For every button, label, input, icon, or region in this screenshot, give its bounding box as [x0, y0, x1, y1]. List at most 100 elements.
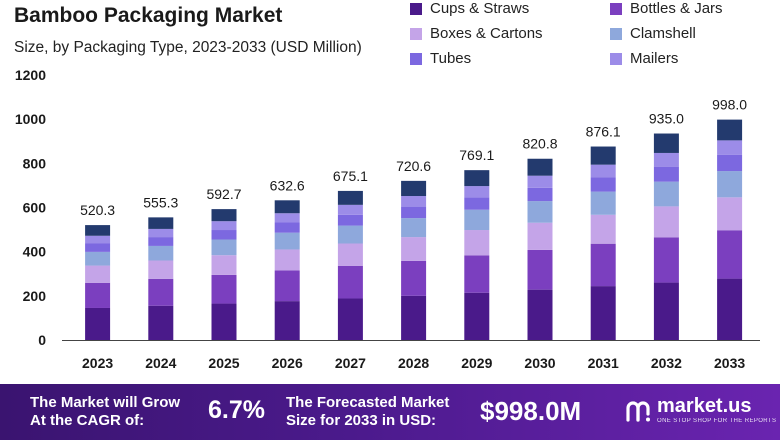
bar-segment [653, 152, 679, 167]
legend-label: Bottles & Jars [630, 0, 723, 17]
bar-segment [464, 255, 490, 293]
x-tick-label: 2033 [714, 355, 745, 371]
bar-segment [274, 213, 300, 223]
bar-segment [527, 222, 553, 250]
bar-segment [527, 201, 553, 223]
legend-label: Clamshell [630, 25, 696, 42]
bar-segment [717, 197, 743, 231]
bar-segment [274, 222, 300, 233]
bar-segment [653, 181, 679, 207]
chart-subtitle: Size, by Packaging Type, 2023-2033 (USD … [14, 39, 362, 56]
legend-swatch [410, 52, 422, 65]
bar-segment [527, 187, 553, 202]
bar-segment [148, 228, 174, 238]
bar-segment [211, 303, 237, 340]
bar-segment [148, 217, 174, 229]
bar-segment [653, 206, 679, 238]
legend-item-boxes-cartons: Boxes & Cartons [410, 25, 543, 42]
legend-label: Mailers [630, 50, 679, 67]
x-tick-label: 2023 [82, 355, 113, 371]
bar-segment [401, 196, 427, 207]
bar-segment [337, 225, 363, 244]
bar-total-label: 520.3 [80, 202, 115, 218]
bar-segment [148, 245, 174, 261]
bar-segment [653, 133, 679, 153]
legend-item-mailers: Mailers [610, 50, 678, 67]
bar-segment [401, 218, 427, 238]
brand-name: market.us [657, 395, 752, 417]
bar-segment [590, 146, 616, 165]
y-tick-label: 1200 [15, 67, 46, 83]
bar-segment [274, 249, 300, 271]
bar-total-label: 555.3 [143, 194, 178, 210]
bar-segment [653, 282, 679, 340]
forecast-caption: The Forecasted Market Size for 2033 in U… [286, 394, 449, 430]
bar-segment [274, 232, 300, 250]
bar-segment [717, 230, 743, 279]
bar-segment [464, 197, 490, 210]
y-tick-label: 0 [38, 332, 46, 348]
bar-segment [527, 249, 553, 290]
bar-segment [85, 282, 111, 308]
footer-banner: The Market will Grow At the CAGR of: 6.7… [0, 384, 780, 440]
x-tick-label: 2031 [588, 355, 619, 371]
cagr-value: 6.7% [208, 396, 265, 424]
stacked-bar-chart: 0 200 400 600 800 1000 1200 520.3 2023 555.3 2024 5… [15, 67, 760, 371]
bar-segment [717, 140, 743, 155]
bar-segment [85, 235, 111, 244]
legend-swatch [410, 2, 422, 15]
bar-segment [464, 209, 490, 231]
bar-segment [527, 175, 553, 188]
legend-swatch [410, 27, 422, 40]
bar-segment [527, 289, 553, 340]
legend-item-tubes: Tubes [410, 50, 471, 67]
bar-segment [401, 295, 427, 340]
chart-title: Bamboo Packaging Market [14, 4, 283, 27]
bar-segment [148, 237, 174, 246]
legend-label: Cups & Straws [430, 0, 530, 17]
bar-segment [211, 221, 237, 231]
legend-item-cups-straws: Cups & Straws [410, 0, 529, 17]
x-tick-label: 2030 [524, 355, 555, 371]
bar-total-label: 675.1 [333, 168, 368, 184]
bar-total-label: 769.1 [459, 147, 494, 163]
bar-segment [85, 243, 111, 252]
bar-segment [337, 214, 363, 226]
bar-segment [464, 186, 490, 198]
cagr-caption-line1: The Market will Grow [30, 394, 181, 411]
bar-segment [464, 230, 490, 256]
bar-segment [148, 260, 174, 279]
bar-total-label: 876.1 [586, 124, 621, 140]
bar-total-label: 820.8 [522, 136, 557, 152]
legend-item-bottles-jars: Bottles & Jars [610, 0, 723, 17]
bar-segment [85, 307, 111, 340]
bar-segment [717, 119, 743, 141]
cagr-caption: The Market will Grow At the CAGR of: [30, 394, 180, 430]
x-tick-label: 2029 [461, 355, 492, 371]
bar-segment [717, 171, 743, 198]
bar-segment [590, 214, 616, 244]
bar-total-label: 998.0 [712, 97, 747, 113]
y-tick-label: 600 [23, 200, 47, 216]
bar-segment [401, 260, 427, 296]
bar-segment [211, 209, 237, 222]
bar-segment [401, 180, 427, 197]
bar-segment [211, 239, 237, 256]
legend-label: Tubes [430, 50, 472, 67]
bar-segment [85, 265, 111, 283]
bar-segment [590, 177, 616, 192]
bar-segment [274, 200, 300, 214]
x-tick-label: 2026 [272, 355, 303, 371]
bar-segment [337, 243, 363, 266]
bar-segment [337, 265, 363, 299]
y-tick-label: 1000 [15, 111, 46, 127]
x-tick-label: 2028 [398, 355, 429, 371]
bar-segment [337, 190, 363, 205]
cagr-caption-line2: At the CAGR of: [30, 412, 145, 429]
bar-segment [653, 166, 679, 182]
bar-total-label: 632.6 [270, 177, 305, 193]
bar-segment [717, 278, 743, 340]
bar-total-label: 592.7 [206, 186, 241, 202]
brand-tagline: ONE STOP SHOP FOR THE REPORTS [657, 418, 777, 424]
bar-segment [527, 158, 553, 176]
